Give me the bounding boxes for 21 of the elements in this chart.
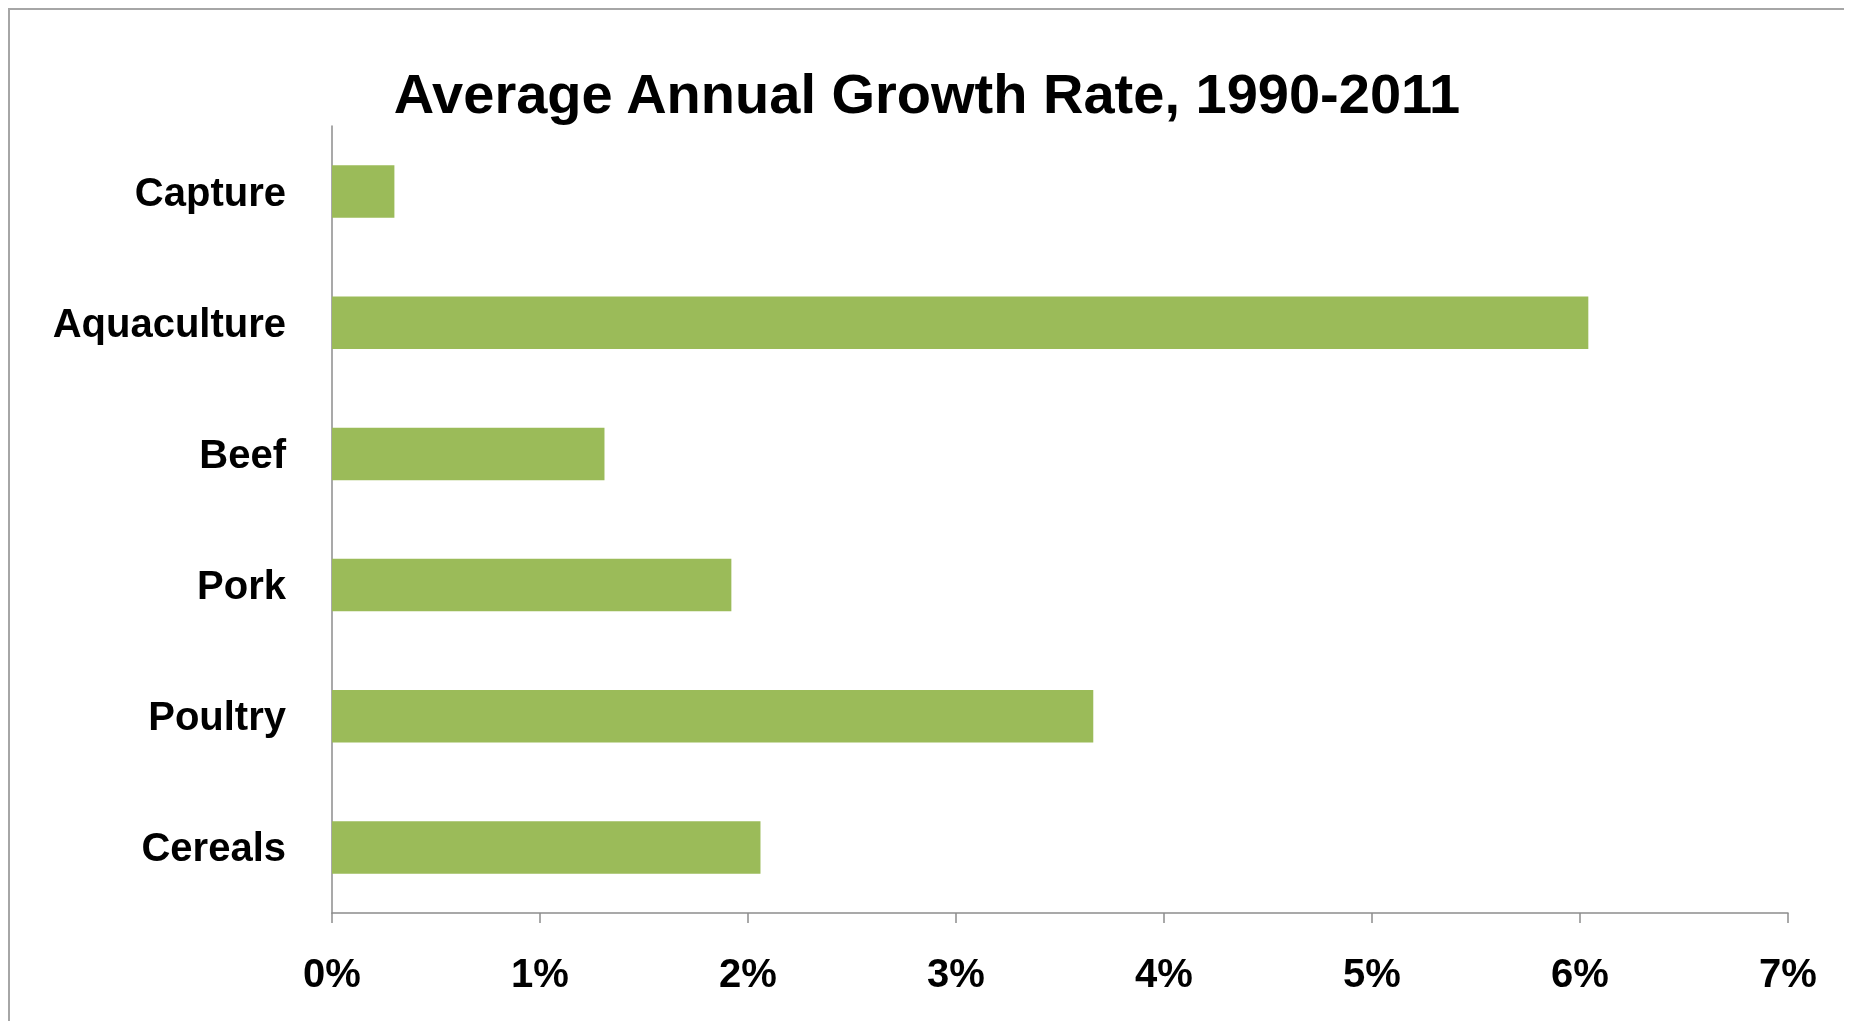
x-tick-label: 1% [511,951,569,995]
y-tick-label: Aquaculture [52,300,286,345]
y-tick-label: Poultry [148,694,287,739]
chart-title: Average Annual Growth Rate, 1990-2011 [393,61,1461,125]
x-tick-label: 2% [719,951,777,995]
x-tick-label: 5% [1343,951,1401,995]
x-tick-label: 3% [927,951,985,995]
x-tick-label: 7% [1759,951,1817,995]
y-tick-label: Beef [199,431,287,476]
x-tick-label: 4% [1135,951,1193,995]
bar [332,690,1094,743]
x-tick-label: 0% [303,951,361,995]
y-tick-label: Capture [134,169,286,214]
bar [332,165,395,218]
bar [332,296,1589,349]
bar [332,821,761,874]
bar [332,558,732,612]
x-tick-label: 6% [1551,951,1609,995]
bar [332,427,605,481]
y-tick-label: Pork [197,563,287,608]
y-tick-label: Cereals [141,825,286,870]
